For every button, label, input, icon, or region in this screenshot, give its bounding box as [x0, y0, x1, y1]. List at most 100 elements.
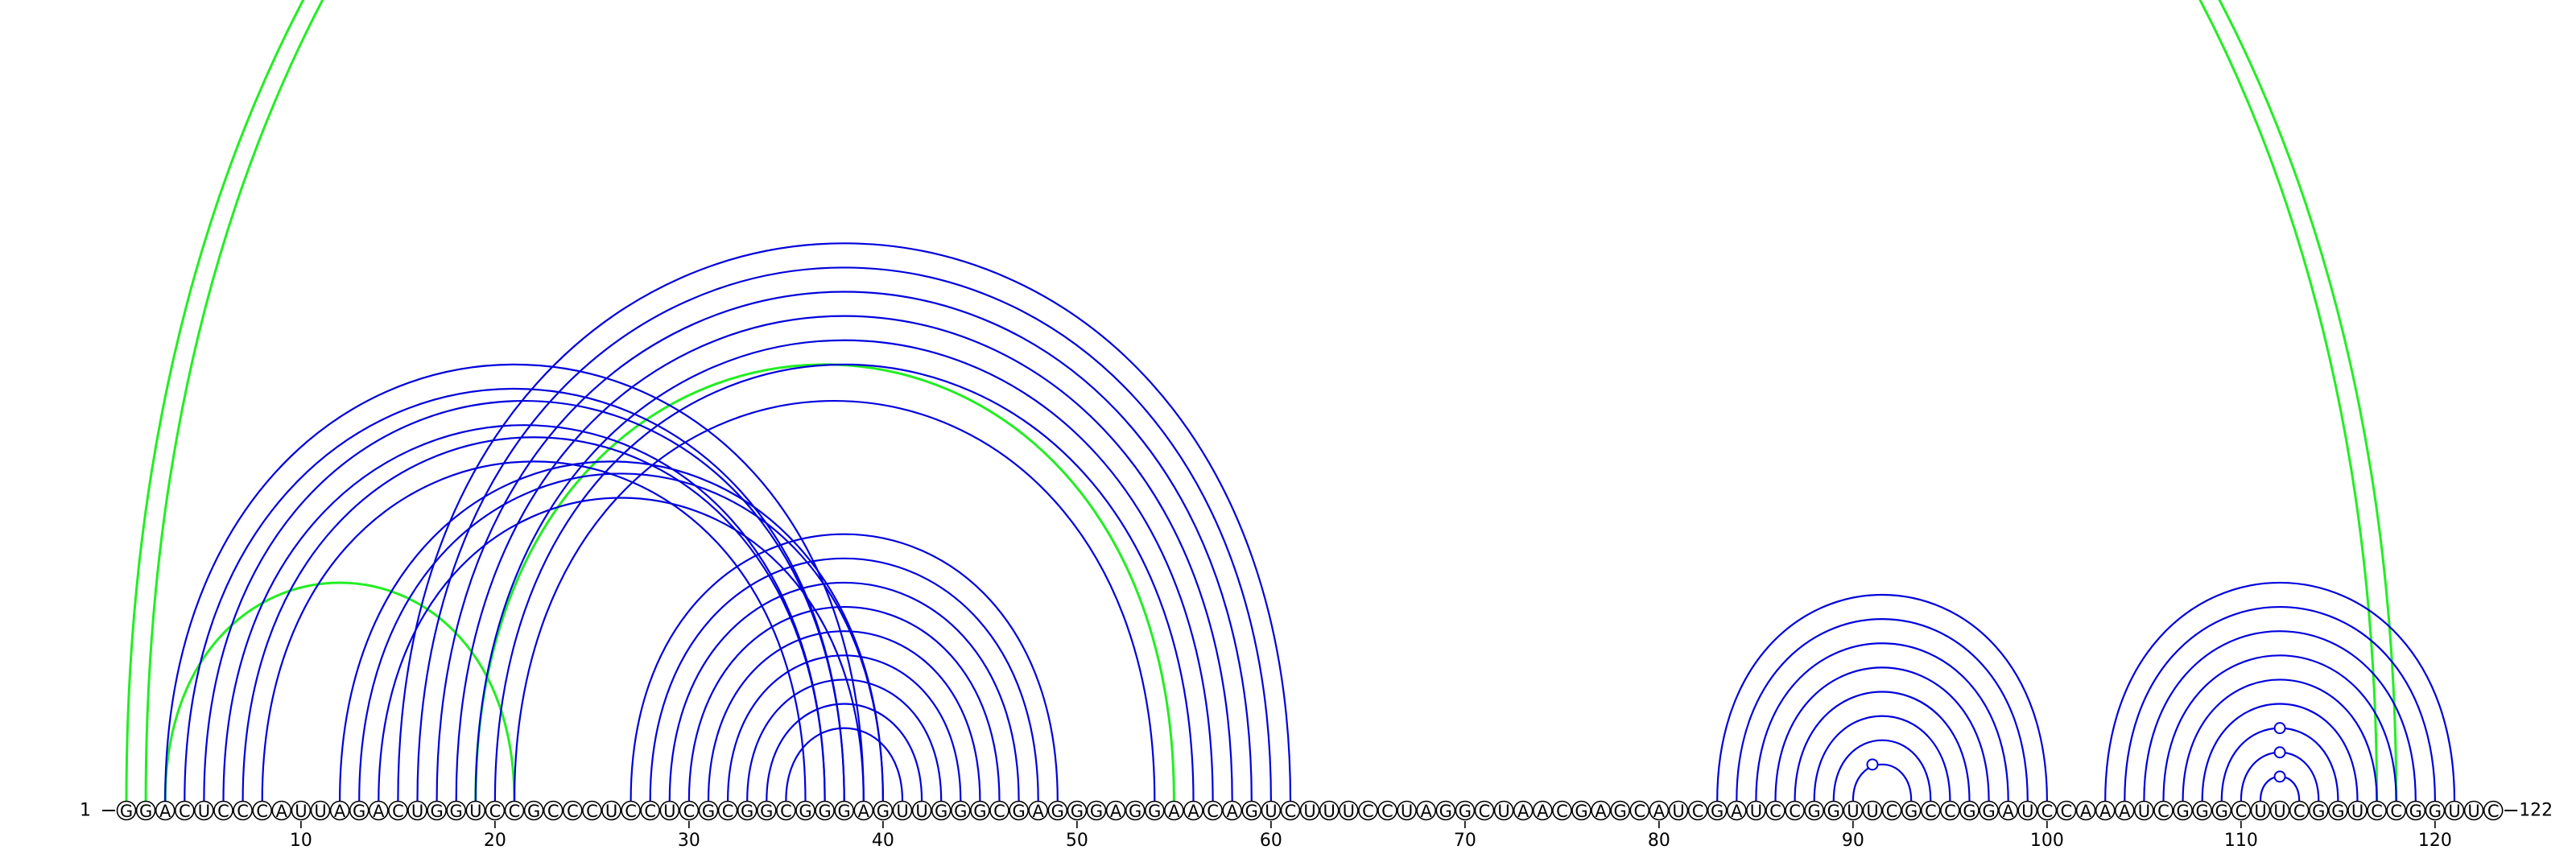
base-letter: A [1653, 802, 1666, 821]
base-84: A [1727, 800, 1747, 821]
base-52: A [1105, 800, 1126, 821]
base-28: C [640, 800, 661, 821]
base-39: A [853, 800, 874, 821]
base-letter: G [1012, 802, 1025, 821]
base-82: C [1687, 800, 1708, 821]
base-letter: A [1421, 802, 1433, 821]
base-letter: C [2235, 802, 2248, 821]
base-93: G [1901, 800, 1922, 821]
base-59: G [1241, 800, 1262, 821]
base-letter: G [1129, 802, 1141, 821]
base-letter: G [1245, 802, 1258, 821]
position-ticks: 10 20 30 40 50 60 70 80 90 100 110 120 [290, 821, 2452, 851]
base-34: G [756, 800, 777, 821]
base-67: U [1397, 800, 1417, 821]
base-pair-arc [649, 557, 1039, 802]
base-letter: G [353, 802, 365, 821]
loop-marker [2273, 770, 2286, 783]
base-letter: G [1982, 802, 1995, 821]
base-letter: G [2312, 802, 2325, 821]
base-letter: C [1692, 802, 1704, 821]
base-105: U [2134, 800, 2154, 821]
base-40: G [873, 800, 894, 821]
base-letter: C [780, 802, 792, 821]
base-31: G [698, 800, 719, 821]
base-17: G [427, 800, 447, 821]
base-36: G [795, 800, 815, 821]
base-pair-arc [164, 364, 865, 802]
base-letter: G [1711, 802, 1724, 821]
base-letter: A [2003, 802, 2015, 821]
base-letter: A [1537, 802, 1549, 821]
base-letter: G [430, 802, 443, 821]
base-61: C [1280, 800, 1301, 821]
base-pair-arc [707, 630, 981, 802]
base-9: A [271, 800, 292, 821]
base-112: U [2269, 800, 2290, 821]
base-letter: C [1362, 802, 1374, 821]
base-letter: G [702, 802, 715, 821]
base-pair-arc [1716, 593, 2048, 802]
base-113: C [2289, 800, 2310, 821]
base-letter: A [276, 802, 288, 821]
base-letter: U [915, 802, 927, 821]
base-87: C [1785, 800, 1805, 821]
base-letter: A [1517, 802, 1530, 821]
base-letter: A [858, 802, 870, 821]
base-letter: A [373, 802, 385, 821]
base-13: G [349, 800, 369, 821]
base-pair-arc [2104, 582, 2456, 802]
base-letter: U [1343, 802, 1355, 821]
base-pair-arc [358, 472, 884, 802]
base-letter: G [1090, 802, 1103, 821]
base-letter: C [489, 802, 502, 821]
base-111: U [2250, 800, 2271, 821]
tick-label: 70 [1454, 831, 1476, 851]
base-21: C [504, 800, 525, 821]
base-letter: G [2331, 802, 2344, 821]
base-19: U [465, 800, 486, 821]
base-pair-arc [455, 315, 1233, 802]
base-88: G [1804, 800, 1824, 821]
base-73: A [1513, 800, 1534, 821]
base-22: G [523, 800, 544, 821]
base-pair-arc [474, 339, 1214, 802]
base-pair-arc [416, 266, 1272, 802]
base-100: C [2037, 800, 2058, 821]
base-letter: U [1401, 802, 1413, 821]
base-letter: G [2409, 802, 2422, 821]
base-letter: A [159, 802, 171, 821]
base-letter: G [527, 802, 540, 821]
tick-label: 10 [290, 831, 312, 851]
base-pair-arc [493, 364, 1195, 802]
base-89: G [1823, 800, 1844, 821]
base-letter: G [799, 802, 811, 821]
base-38: G [834, 800, 854, 821]
base-letter: G [120, 802, 133, 821]
base-15: C [388, 800, 408, 821]
base-letter: A [2119, 802, 2131, 821]
base-letter: G [818, 802, 831, 821]
base-pair-arc [2220, 727, 2339, 802]
base-33: G [737, 800, 758, 821]
base-letter: G [973, 802, 986, 821]
base-letter: G [760, 802, 773, 821]
base-letter: C [2061, 802, 2073, 821]
base-115: G [2328, 800, 2348, 821]
base-letter: C [179, 802, 191, 821]
base-letter: U [663, 802, 675, 821]
base-57: C [1203, 800, 1223, 821]
base-letter: G [1905, 802, 1918, 821]
base-56: A [1183, 800, 1203, 821]
base-74: A [1533, 800, 1553, 821]
base-14: A [368, 800, 389, 821]
green-pair-arc [144, 0, 2398, 802]
base-letter: G [450, 802, 463, 821]
base-12: A [329, 800, 350, 821]
base-107: G [2173, 800, 2193, 821]
base-69: G [1435, 800, 1456, 821]
base-letter: C [993, 802, 1005, 821]
tick-label: 60 [1260, 831, 1282, 851]
base-letter: C [1207, 802, 1219, 821]
